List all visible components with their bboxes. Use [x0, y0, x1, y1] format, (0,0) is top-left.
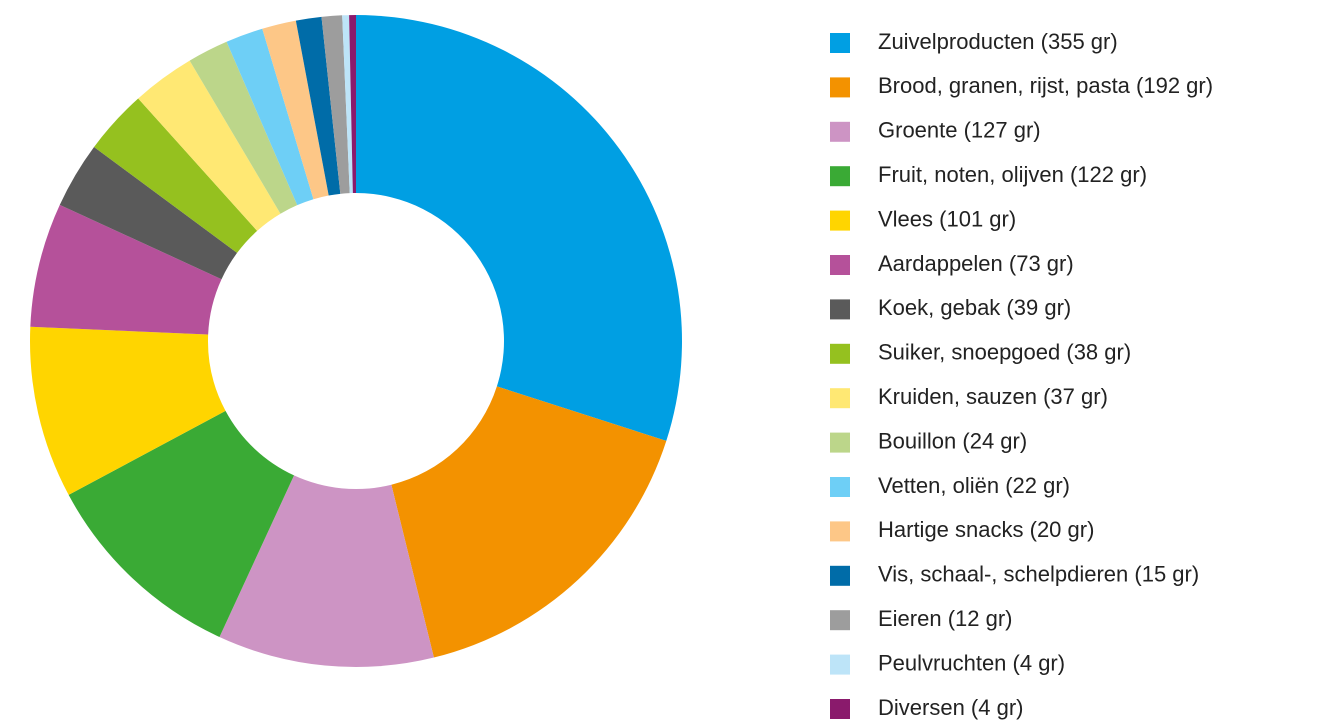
legend-swatch: [830, 210, 850, 231]
donut-slice: [356, 15, 682, 441]
legend-label: Hartige snacks (20 gr): [878, 517, 1094, 542]
legend-swatch: [830, 565, 850, 586]
donut-slice: [189, 41, 298, 214]
legend-swatch: [830, 121, 850, 142]
legend-swatch: [830, 477, 850, 497]
donut-slice: [219, 475, 434, 667]
donut-slice: [321, 15, 350, 194]
donut-slice: [391, 386, 667, 658]
legend-label: Brood, granen, rijst, pasta (192 gr): [878, 73, 1213, 98]
legend-label: Peulvruchten (4 gr): [878, 650, 1065, 675]
legend-label: Vetten, oliën (22 gr): [878, 473, 1070, 498]
legend-label: Zuivelproducten (355 gr): [878, 29, 1118, 54]
legend-label: Aardappelen (73 gr): [878, 251, 1074, 276]
donut-slice: [94, 98, 258, 253]
legend-swatch: [830, 654, 850, 675]
legend-label: Diversen (4 gr): [878, 695, 1023, 720]
donut-slice: [59, 146, 238, 280]
donut-slice: [342, 15, 353, 194]
legend-swatch: [830, 343, 850, 364]
donut-slice: [226, 28, 314, 206]
legend-swatch: [830, 521, 850, 542]
legend-label: Vlees (101 gr): [878, 206, 1016, 231]
legend-label: Kruiden, sauzen (37 gr): [878, 384, 1108, 409]
legend-label: Koek, gebak (39 gr): [878, 295, 1071, 320]
donut-slice: [138, 60, 281, 231]
donut-slice: [29, 326, 226, 495]
donut-slice: [68, 410, 295, 638]
legend-label: Fruit, noten, olijven (122 gr): [878, 162, 1147, 187]
donut-slice: [30, 204, 222, 335]
legend-swatch: [830, 432, 850, 453]
legend-label: Groente (127 gr): [878, 118, 1041, 143]
legend-swatch: [830, 77, 850, 98]
legend-swatch: [830, 299, 850, 320]
legend-swatch: [830, 33, 850, 53]
legend-swatch: [830, 388, 850, 409]
donut-slice: [349, 15, 356, 194]
legend-swatch: [830, 699, 850, 719]
legend-label: Bouillon (24 gr): [878, 428, 1027, 453]
donut-slice: [295, 16, 341, 196]
legend-swatch: [830, 255, 850, 275]
legend-label: Suiker, snoepgoed (38 gr): [878, 340, 1131, 365]
legend-label: Vis, schaal-, schelpdieren (15 gr): [878, 562, 1199, 587]
donut-slice: [262, 20, 329, 200]
legend-swatch: [830, 610, 850, 631]
legend-swatch: [830, 166, 850, 187]
legend-label: Eieren (12 gr): [878, 606, 1013, 631]
